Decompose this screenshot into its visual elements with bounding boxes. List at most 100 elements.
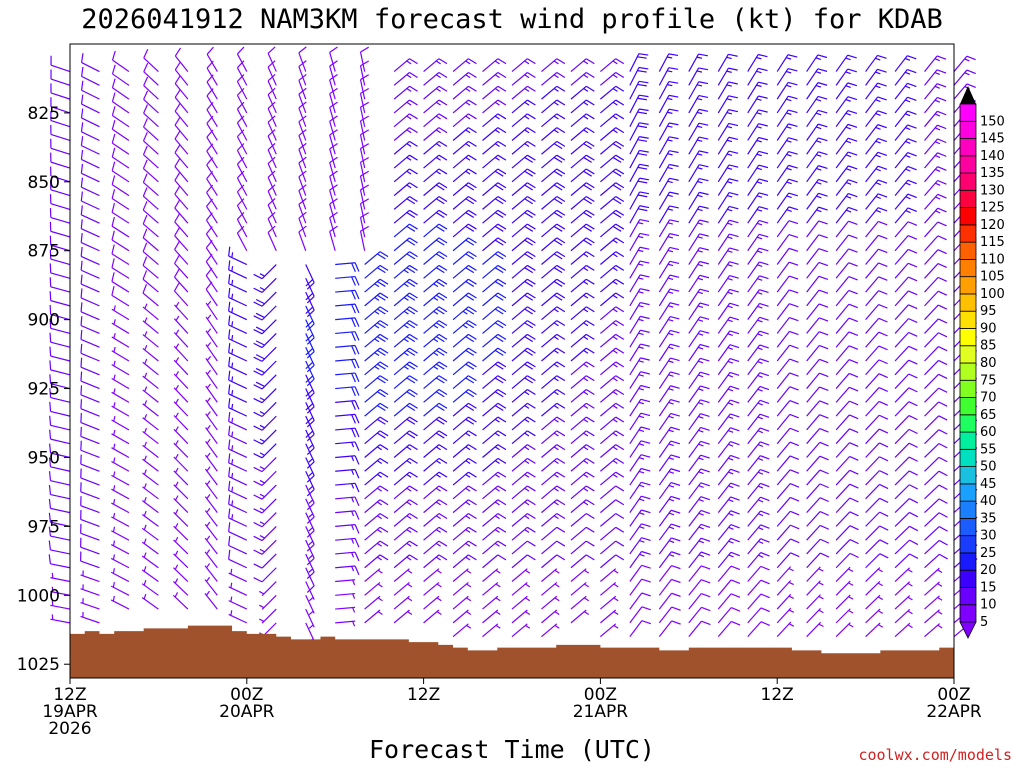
wind-barb bbox=[894, 221, 918, 238]
wind-barb bbox=[600, 292, 625, 307]
wind-barb bbox=[747, 358, 769, 376]
wind-barb bbox=[894, 442, 918, 458]
colorbar-swatch bbox=[959, 569, 977, 588]
wind-barb bbox=[173, 481, 189, 500]
wind-barb bbox=[359, 212, 369, 238]
wind-barb bbox=[236, 184, 248, 210]
wind-barb bbox=[423, 595, 442, 610]
wind-barb bbox=[658, 412, 680, 431]
wind-barbs bbox=[48, 46, 978, 643]
wind-barb bbox=[482, 251, 507, 265]
wind-barb bbox=[253, 319, 277, 335]
wind-barb bbox=[49, 415, 71, 431]
wind-barb bbox=[48, 540, 71, 555]
wind-barb bbox=[541, 292, 566, 307]
wind-barb bbox=[228, 425, 248, 445]
wind-barb bbox=[776, 621, 795, 638]
wind-barb bbox=[305, 608, 315, 629]
wind-barb bbox=[688, 288, 710, 307]
wind-barb bbox=[688, 191, 709, 210]
wind-barb bbox=[511, 554, 536, 569]
wind-barb bbox=[511, 375, 536, 390]
wind-barb bbox=[80, 523, 100, 541]
wind-barb bbox=[865, 414, 889, 431]
wind-barb bbox=[924, 332, 948, 348]
wind-barb bbox=[865, 220, 888, 238]
wind-barb bbox=[865, 124, 887, 141]
wind-barb bbox=[629, 620, 652, 638]
wind-barb bbox=[776, 137, 798, 155]
wind-barb bbox=[482, 99, 507, 114]
colorbar-label: 105 bbox=[980, 270, 1005, 285]
wind-barb bbox=[629, 550, 651, 569]
wind-barb bbox=[658, 316, 680, 334]
wind-barb bbox=[570, 113, 595, 128]
wind-barb bbox=[228, 596, 248, 610]
wind-barb bbox=[717, 109, 739, 128]
wind-barb bbox=[452, 292, 477, 307]
wind-barb bbox=[806, 524, 830, 541]
wind-barb bbox=[835, 137, 858, 155]
wind-barb bbox=[894, 304, 918, 321]
wind-barb bbox=[747, 316, 769, 334]
wind-barb bbox=[776, 566, 794, 582]
wind-barb bbox=[204, 576, 218, 596]
wind-barb bbox=[143, 62, 159, 86]
wind-barb bbox=[423, 568, 442, 582]
wind-barb bbox=[835, 580, 854, 596]
wind-barb bbox=[570, 209, 595, 224]
wind-barb bbox=[511, 113, 536, 128]
wind-barb bbox=[629, 288, 650, 307]
wind-barb bbox=[452, 609, 472, 624]
wind-barb bbox=[142, 187, 159, 210]
wind-barb bbox=[173, 301, 189, 321]
wind-barb bbox=[806, 165, 828, 183]
colorbar-label: 115 bbox=[980, 235, 1005, 250]
colorbar-label: 20 bbox=[980, 563, 997, 578]
wind-barb bbox=[511, 526, 536, 541]
wind-barb bbox=[393, 416, 418, 431]
wind-barb bbox=[423, 140, 448, 155]
wind-barb bbox=[253, 264, 277, 280]
wind-barb bbox=[253, 498, 277, 514]
wind-barb bbox=[80, 274, 100, 293]
wind-barb bbox=[747, 621, 771, 638]
wind-barb bbox=[111, 429, 130, 445]
wind-barb bbox=[894, 498, 919, 514]
wind-barb bbox=[924, 456, 948, 472]
colorbar-top-arrow bbox=[960, 86, 976, 104]
wind-barb bbox=[298, 142, 307, 169]
wind-barb bbox=[236, 212, 248, 238]
wind-barb bbox=[393, 485, 418, 500]
wind-barb bbox=[50, 152, 71, 169]
wind-barb bbox=[253, 484, 277, 500]
wind-barb bbox=[865, 82, 887, 100]
wind-barb bbox=[541, 375, 566, 390]
wind-barb bbox=[452, 499, 477, 514]
wind-barb bbox=[142, 214, 159, 238]
wind-barb bbox=[206, 46, 218, 72]
wind-barb bbox=[204, 507, 218, 527]
wind-barb bbox=[776, 316, 799, 334]
wind-barb bbox=[423, 457, 448, 472]
wind-barb bbox=[835, 179, 858, 196]
wind-barb bbox=[482, 168, 507, 183]
wind-barb bbox=[143, 76, 159, 100]
wind-barb bbox=[142, 400, 159, 417]
wind-barb bbox=[924, 526, 948, 541]
wind-barb bbox=[305, 319, 315, 345]
wind-barb bbox=[236, 101, 248, 127]
wind-barb bbox=[80, 598, 100, 610]
wind-barb bbox=[776, 344, 799, 362]
wind-barb bbox=[776, 178, 798, 196]
wind-barb bbox=[236, 225, 248, 252]
wind-barb bbox=[894, 470, 918, 486]
chart-title: 2026041912 NAM3KM forecast wind profile … bbox=[81, 4, 943, 35]
wind-barb bbox=[600, 499, 625, 514]
wind-barb bbox=[228, 610, 248, 624]
wind-barb bbox=[236, 198, 248, 224]
wind-barb bbox=[305, 333, 315, 359]
wind-barb bbox=[865, 539, 889, 555]
wind-barb bbox=[688, 233, 709, 252]
wind-barb bbox=[600, 526, 625, 541]
